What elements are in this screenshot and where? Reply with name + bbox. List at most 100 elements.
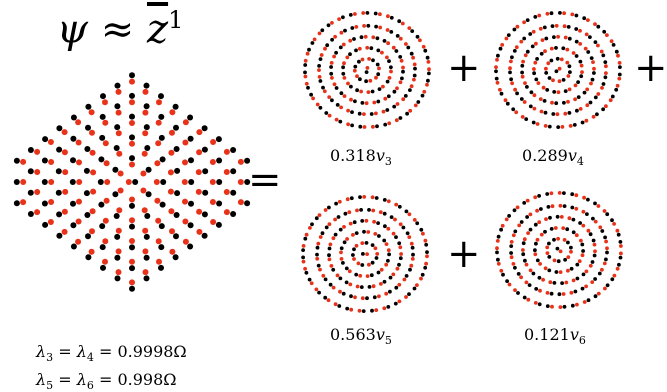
lattice-dot [562, 24, 567, 29]
lattice-dot [174, 190, 181, 197]
lattice-dot [413, 66, 417, 71]
lattice-dot [141, 207, 148, 214]
lattice-dot [365, 296, 369, 301]
lattice-dot [537, 220, 542, 225]
lattice-dot [593, 40, 598, 44]
lattice-dot [342, 240, 347, 245]
lattice-dot [567, 111, 572, 115]
lattice-dot [593, 219, 598, 224]
lattice-dot [539, 207, 543, 211]
lattice-dot [528, 268, 533, 273]
lattice-dot [20, 158, 27, 165]
lattice-dot [513, 229, 518, 234]
lattice-dot [547, 255, 552, 259]
lattice-dot [318, 105, 323, 110]
lattice-dot [413, 103, 418, 108]
plus-sign-top: + [447, 45, 481, 91]
lattice-dot [333, 217, 337, 222]
lattice-dot [580, 120, 585, 125]
lattice-dot [410, 29, 415, 33]
coefficient-v6: 0.121v6 [524, 325, 586, 348]
lattice-dot [142, 248, 149, 255]
lattice-dot [496, 234, 501, 239]
lattice-dot [554, 46, 558, 50]
lattice-dot [422, 89, 427, 94]
lattice-dot [512, 49, 517, 53]
lattice-dot [597, 271, 602, 276]
z-conjugate: z [146, 6, 169, 53]
lattice-dot [114, 275, 121, 282]
lattice-dot [522, 100, 527, 104]
lattice-dot [341, 291, 346, 296]
lattice-dot [574, 27, 579, 31]
lattice-dot [397, 282, 402, 287]
lattice-dot [369, 112, 374, 116]
lattice-dot [365, 11, 370, 15]
lattice-dot [568, 124, 573, 128]
lattice-dot [144, 213, 151, 219]
lattice-dot [544, 217, 548, 222]
lattice-dot [332, 82, 337, 87]
lattice-dot [398, 222, 403, 227]
lattice-dot [41, 179, 48, 185]
lattice-dot [404, 42, 408, 46]
plus-sign-top-right: + [634, 45, 667, 91]
lattice-dot [312, 37, 317, 42]
lattice-dot [365, 274, 370, 278]
lattice-dot [202, 168, 209, 175]
lattice-dot [188, 157, 194, 164]
lattice-dot [567, 36, 572, 41]
lattice-dot [398, 245, 403, 250]
lattice-dot [511, 262, 516, 266]
lattice-dot [397, 204, 402, 209]
lattice-dot [61, 208, 68, 215]
lattice-dot [344, 266, 349, 271]
lattice-dot [350, 123, 354, 128]
lattice-dot [512, 27, 517, 32]
lattice-dot [554, 270, 559, 274]
lattice-dot [574, 206, 579, 211]
lattice-dot [583, 46, 588, 51]
lattice-dot [360, 263, 365, 267]
lattice-dot [196, 149, 203, 156]
lattice-dot [593, 277, 597, 281]
lattice-dot [391, 45, 396, 50]
lattice-dot [378, 210, 383, 215]
lattice-dot [328, 282, 333, 287]
lattice-dot [523, 81, 527, 85]
lattice-dot [117, 170, 124, 177]
lattice-dot [533, 252, 538, 257]
lattice-dot [409, 51, 414, 56]
lattice-dot [581, 249, 585, 253]
lattice-dot [230, 211, 237, 217]
lattice-dot [392, 104, 397, 109]
lattice-dot [515, 91, 519, 96]
lattice-dot [373, 232, 378, 236]
lattice-dot [341, 65, 345, 70]
lattice-dot [522, 201, 527, 205]
lattice-dot [330, 98, 334, 103]
lattice-dot [70, 222, 77, 229]
lattice-dot [546, 61, 551, 66]
lattice-dot [593, 95, 598, 100]
lattice-dot [516, 272, 521, 276]
lattice-dot [353, 99, 357, 104]
lattice-dot [98, 156, 105, 163]
lattice-dot [519, 39, 524, 44]
lattice-dot [364, 101, 369, 106]
lattice-dot [549, 58, 554, 63]
plus-sign-bottom: + [447, 231, 481, 277]
lattice-dot [167, 169, 174, 176]
lattice-dot [223, 189, 230, 195]
lattice-dot [75, 139, 82, 146]
lattice-dot [600, 86, 604, 90]
lattice-dot [524, 262, 529, 267]
lattice-dot [332, 54, 336, 59]
equals-sign: = [248, 157, 282, 203]
lattice-dot [354, 231, 359, 236]
lattice-dot [556, 236, 560, 241]
lattice-dot [144, 145, 151, 151]
lattice-dot [554, 69, 559, 74]
lattice-dot [423, 265, 428, 270]
lattice-dot [369, 46, 374, 51]
